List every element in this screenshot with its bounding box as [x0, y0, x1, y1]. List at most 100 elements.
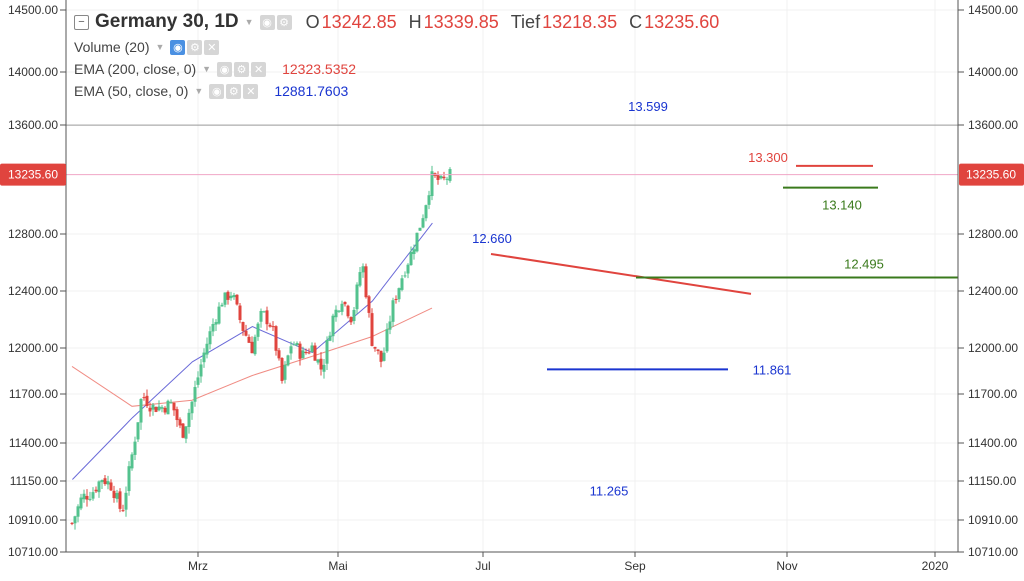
- chevron-down-icon[interactable]: ▼: [194, 86, 204, 96]
- candle-body: [109, 482, 113, 491]
- eye-icon[interactable]: ◉: [217, 61, 233, 77]
- candle-body: [187, 412, 191, 427]
- candle-body: [127, 466, 131, 492]
- close-icon[interactable]: ✕: [243, 83, 259, 99]
- candle-body: [172, 402, 176, 411]
- chevron-down-icon[interactable]: ▼: [244, 17, 254, 27]
- ema200-series: [71, 307, 433, 407]
- study-ema50: EMA (50, close, 0) ▼ ◉ ⚙ ✕ 12881.7603: [74, 80, 719, 102]
- y-tick-label-right: 12400.00: [968, 284, 1018, 298]
- candle-body: [265, 310, 269, 325]
- candle-body: [238, 305, 242, 320]
- candle-body: [160, 407, 164, 409]
- candle-body: [322, 364, 326, 372]
- candle-body: [346, 305, 350, 317]
- candle-body: [196, 377, 200, 385]
- candle-body: [130, 454, 134, 469]
- candle-body: [373, 346, 377, 349]
- annotation-label: 11.861: [753, 362, 792, 377]
- eye-icon[interactable]: ◉: [259, 14, 275, 30]
- candle-body: [319, 358, 323, 370]
- y-tick-label-right: 11700.00: [968, 387, 1017, 401]
- gear-icon[interactable]: ⚙: [226, 83, 242, 99]
- candle-body: [313, 345, 317, 361]
- candle-body: [94, 489, 98, 492]
- candle-body: [430, 171, 434, 197]
- chevron-down-icon[interactable]: ▼: [202, 64, 212, 74]
- price-badge-left-text: 13235.60: [8, 168, 58, 182]
- candle-body: [190, 401, 194, 414]
- candle-body: [334, 309, 338, 318]
- candle-body: [250, 341, 254, 354]
- study-ema200: EMA (200, close, 0) ▼ ◉ ⚙ ✕ 12323.5352: [74, 58, 719, 80]
- price-badge-right: [959, 163, 1024, 186]
- candle-body: [223, 292, 227, 305]
- candle-body: [214, 322, 218, 325]
- candle-body: [151, 404, 155, 410]
- minus-icon[interactable]: −: [74, 14, 89, 30]
- close-label: C: [629, 11, 643, 32]
- eye-icon[interactable]: ◉: [170, 39, 186, 55]
- candle-body: [427, 195, 431, 205]
- close-icon[interactable]: ✕: [204, 39, 220, 55]
- grid: [66, 0, 958, 553]
- symbol-title: Germany 30, 1D: [95, 11, 239, 32]
- annotation-label: 13.300: [748, 150, 788, 165]
- candle-body: [385, 329, 389, 352]
- candle-body: [70, 522, 74, 524]
- open-value: 13242.85: [321, 11, 397, 32]
- candle-body: [394, 298, 398, 300]
- close-icon[interactable]: ✕: [251, 61, 267, 77]
- x-tick-label: Sep: [624, 559, 646, 573]
- study-ema200-value: 12323.5352: [282, 61, 357, 77]
- candle-body: [388, 321, 392, 330]
- candle-body: [340, 303, 344, 312]
- candle-body: [103, 478, 107, 485]
- candle-body: [328, 335, 332, 341]
- candle-body: [445, 178, 449, 180]
- candle-body: [310, 345, 314, 353]
- y-tick-label-right: 13600.00: [968, 118, 1018, 132]
- candle-body: [355, 284, 359, 310]
- y-tick-label-left: 11700.00: [9, 387, 58, 401]
- candle-body: [115, 493, 119, 499]
- x-tick-label: Jul: [475, 559, 490, 573]
- annotation-label: 12.660: [472, 231, 512, 246]
- x-tick-label: Mrz: [188, 559, 208, 573]
- annotation-label: 11.265: [590, 484, 629, 499]
- candle-body: [286, 355, 290, 366]
- candles: [70, 165, 452, 530]
- study-ema50-value: 12881.7603: [274, 83, 349, 99]
- candle-body: [235, 294, 239, 305]
- candle-body: [256, 323, 260, 337]
- y-tick-label-left: 12800.00: [8, 227, 58, 241]
- candle-body: [124, 492, 128, 510]
- chevron-down-icon[interactable]: ▼: [155, 42, 165, 52]
- candle-body: [106, 481, 110, 485]
- candle-body: [391, 300, 395, 322]
- candle-body: [244, 330, 248, 336]
- candle-body: [304, 351, 308, 353]
- eye-icon[interactable]: ◉: [209, 83, 225, 99]
- candle-body: [283, 364, 287, 380]
- candle-body: [400, 278, 404, 290]
- candle-body: [169, 402, 173, 404]
- gear-icon[interactable]: ⚙: [234, 61, 250, 77]
- candle-body: [442, 176, 446, 179]
- candle-body: [343, 301, 347, 305]
- candle-body: [166, 400, 170, 415]
- candle-body: [253, 336, 257, 355]
- candle-body: [397, 288, 401, 300]
- candle-body: [136, 422, 140, 440]
- gear-icon[interactable]: ⚙: [187, 39, 203, 55]
- candle-body: [157, 406, 161, 411]
- candle-body: [88, 498, 92, 500]
- gear-icon[interactable]: ⚙: [276, 14, 292, 30]
- candle-body: [337, 310, 341, 312]
- candle-body: [277, 350, 281, 359]
- study-ema50-name: EMA (50, close, 0): [74, 83, 189, 99]
- y-tick-label-right: 11150.00: [968, 474, 1017, 488]
- candle-body: [259, 310, 263, 322]
